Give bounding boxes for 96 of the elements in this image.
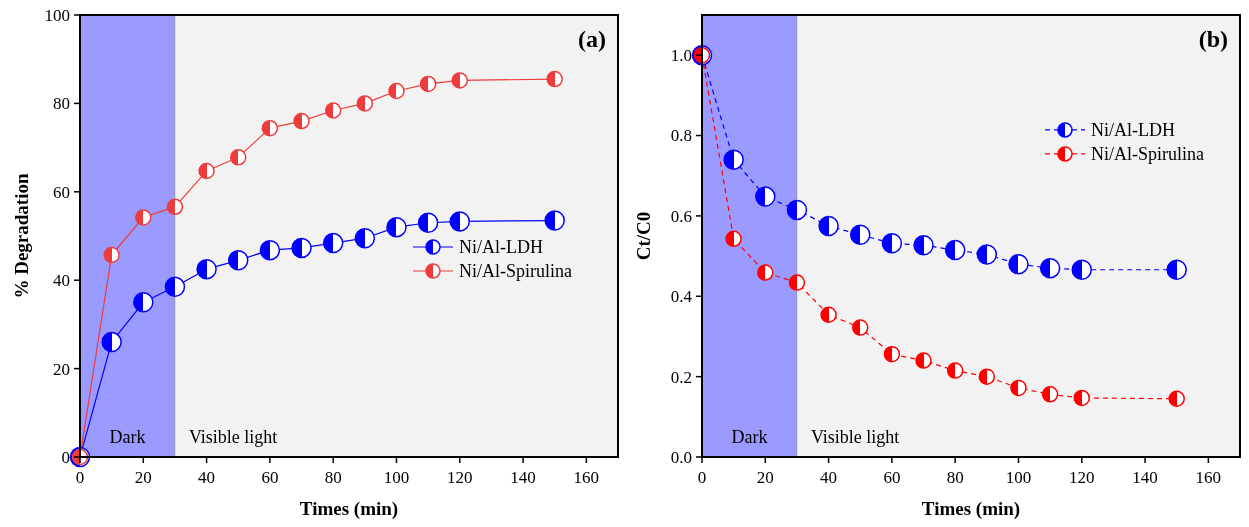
x-tick-label: 60 <box>261 468 279 487</box>
y-tick-label: 0.0 <box>670 447 692 467</box>
legend-label: Ni/Al-Spirulina <box>459 261 572 282</box>
point <box>293 112 310 130</box>
point <box>1008 253 1029 275</box>
point <box>820 306 837 324</box>
point <box>1168 390 1185 407</box>
x-axis-title: Times (min) <box>921 498 1021 520</box>
point <box>324 102 342 119</box>
point <box>915 352 932 369</box>
x-tick-label: 60 <box>883 468 901 487</box>
y-tick-label: 0.6 <box>670 206 692 226</box>
x-tick-label: 140 <box>510 468 536 487</box>
point <box>1010 379 1027 397</box>
point <box>544 210 565 231</box>
point <box>883 345 901 363</box>
point <box>976 244 998 265</box>
y-tick-label: 60 <box>53 182 70 202</box>
point <box>261 119 279 137</box>
point <box>913 234 934 256</box>
point <box>978 368 996 385</box>
legend-label: Ni/Al-LDH <box>459 237 543 258</box>
point <box>101 331 122 353</box>
point <box>164 276 186 298</box>
y-axis-title: % Degradation <box>11 173 32 299</box>
y-tick-label: 40 <box>53 271 70 291</box>
point <box>451 72 469 89</box>
point <box>1071 259 1093 280</box>
y-tick-label: 20 <box>53 359 70 379</box>
point <box>755 186 776 207</box>
point <box>135 209 152 226</box>
point <box>881 232 903 254</box>
x-tick-label: 0 <box>697 468 707 487</box>
point <box>944 239 966 261</box>
point <box>757 264 774 281</box>
point <box>1039 257 1061 279</box>
point <box>196 258 217 280</box>
band-label: Dark <box>109 427 146 447</box>
x-axis-title: Times (min) <box>299 498 399 520</box>
x-tick-label: 140 <box>1132 468 1158 487</box>
x-tick-label: 160 <box>1195 468 1222 487</box>
point <box>133 292 154 313</box>
chart-title: (a) <box>578 26 606 52</box>
y-axis-title: Ct/C0 <box>633 211 654 261</box>
point <box>1041 386 1059 403</box>
point <box>786 199 808 221</box>
x-tick-label: 120 <box>447 468 473 487</box>
point <box>229 149 247 166</box>
y-tick-label: 0.8 <box>670 126 692 146</box>
point <box>723 149 744 170</box>
legend-label: Ni/Al-Spirulina <box>1091 144 1204 165</box>
x-tick-label: 100 <box>383 468 410 487</box>
point <box>291 237 312 259</box>
x-tick-label: 0 <box>75 468 85 487</box>
point <box>198 162 215 180</box>
point <box>386 216 407 238</box>
x-tick-label: 80 <box>946 468 964 487</box>
band-label: Visible light <box>810 427 900 447</box>
y-tick-label: 80 <box>53 94 70 114</box>
y-tick-label: 0 <box>61 447 70 467</box>
band-label: Dark <box>731 427 768 447</box>
x-tick-label: 40 <box>820 468 838 487</box>
point <box>818 215 839 237</box>
point <box>788 274 806 291</box>
point <box>103 246 120 264</box>
point <box>166 198 184 216</box>
y-tick-label: 1.0 <box>670 46 692 66</box>
point <box>417 212 439 233</box>
point <box>1166 259 1187 280</box>
point <box>419 75 437 93</box>
point <box>227 250 249 271</box>
x-tick-label: 20 <box>756 468 774 487</box>
point <box>546 70 563 88</box>
point <box>449 211 471 232</box>
point <box>849 224 871 246</box>
x-tick-label: 40 <box>198 468 216 487</box>
point <box>1073 389 1091 407</box>
point <box>322 232 344 254</box>
point <box>356 95 374 112</box>
point <box>388 82 405 100</box>
x-tick-label: 20 <box>134 468 152 487</box>
y-tick-label: 0.2 <box>670 367 692 387</box>
point <box>725 230 742 248</box>
point <box>259 239 281 261</box>
x-tick-label: 160 <box>573 468 600 487</box>
point <box>851 319 869 336</box>
legend-label: Ni/Al-LDH <box>1091 120 1175 141</box>
y-tick-label: 0.4 <box>670 287 693 307</box>
chart-title: (b) <box>1198 26 1228 52</box>
point <box>946 362 964 379</box>
x-tick-label: 80 <box>324 468 342 487</box>
x-tick-label: 100 <box>1005 468 1032 487</box>
x-tick-label: 120 <box>1069 468 1095 487</box>
y-tick-label: 100 <box>44 5 70 25</box>
band-label: Visible light <box>188 427 278 447</box>
point <box>354 227 376 249</box>
